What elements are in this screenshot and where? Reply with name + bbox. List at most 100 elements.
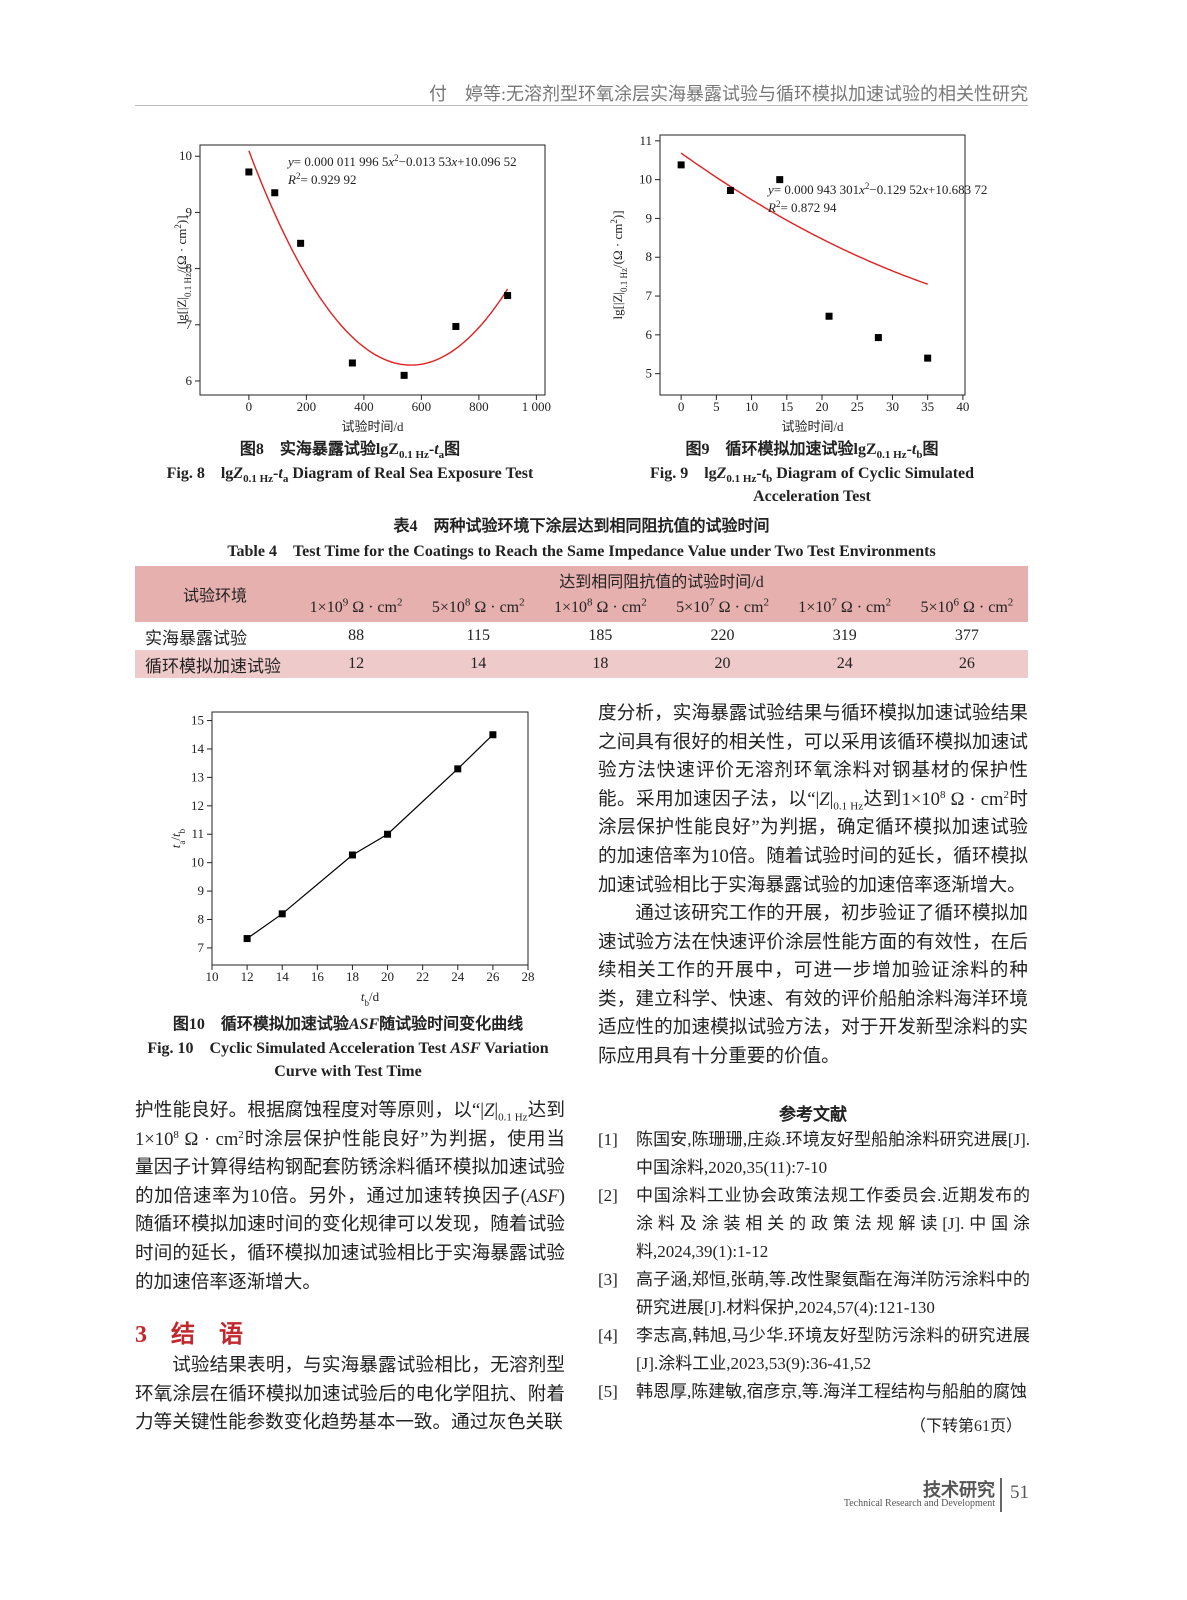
paragraph: 试验结果表明，与实海暴露试验相比，无溶剂型环氧涂层在循环模拟加速试验后的电化学阻…: [135, 1352, 565, 1438]
figure-caption-cn: 图8 实海暴露试验lgZ0.1 Hz-ta图: [130, 438, 570, 461]
text-run: Ω · cm: [178, 1128, 239, 1150]
y-tick-label: 7: [186, 317, 193, 332]
x-tick-label: 18: [346, 969, 359, 984]
x-tick-label: 14: [276, 969, 290, 984]
text-run: Z: [388, 441, 399, 458]
text-run: b: [916, 449, 923, 462]
text-run: Z: [233, 465, 244, 482]
text-run: 2: [519, 596, 525, 609]
text-run: b: [766, 473, 773, 486]
text-run: 2: [296, 171, 301, 181]
y-tick-label: 5: [646, 366, 653, 381]
paragraph: 通过该研究工作的开展，初步验证了循环模拟加速试验方法在快速评价涂层性能方面的有效…: [598, 900, 1028, 1072]
text-run: 8: [464, 596, 471, 609]
reference: [1] 陈国安,陈珊珊,庄焱.环境友好型船舶涂料研究进展[J].中国涂料,2020…: [598, 1126, 1030, 1182]
y-tick-label: 8: [198, 912, 205, 927]
text-run: 5×10: [676, 599, 710, 616]
table-cell: 319: [832, 627, 857, 644]
y-tick-label: 11: [639, 133, 652, 148]
x-tick-label: 600: [412, 399, 432, 414]
x-tick-label: 0: [246, 399, 253, 414]
text-run: ASF: [450, 1040, 481, 1057]
table-cell: 88: [348, 627, 365, 644]
y-axis-label: ta/tb: [168, 828, 187, 848]
plot-frame: [199, 144, 546, 396]
text-run: Fig. 10 Cyclic Simulated Acceleration Te…: [147, 1040, 451, 1057]
y-tick-label: 9: [646, 210, 653, 225]
text-run: Ω · cm: [470, 599, 520, 616]
table-header-row: 试验环境 达到相同阻抗值的试验时间/d: [135, 566, 1028, 605]
text-run: t: [168, 844, 183, 848]
table-cell: 24: [836, 655, 853, 672]
continued-note: （下转第61页）: [909, 1418, 1022, 1435]
text-run: 9: [342, 596, 349, 609]
table: 试验环境 达到相同阻抗值的试验时间/d 1×109 Ω · cm2 5×108 Ω ·…: [135, 566, 1028, 678]
text-run: 试验时间/d: [341, 419, 404, 434]
reference: [3] 高子涵,郑恒,张萌,等.改性聚氨酯在海洋防污涂料中的研究进展[J].材料保…: [598, 1266, 1030, 1322]
text-run: 时涂层保护性能良好”为判据，确定循环模拟加速试验的加速倍率为10倍。随着试验时间…: [598, 788, 1028, 896]
point: [504, 292, 512, 300]
x-tick-label: 16: [311, 969, 325, 984]
reference: [2] 中国涂料工业协会政策法规工作委员会.近期发布的涂料及涂装相关的政策法规解读…: [598, 1182, 1030, 1266]
reference-text: 韩恩厚,陈建敏,宿彦京,等.海洋工程结构与船舶的腐蚀: [636, 1382, 1027, 1401]
table-header-cell: 1×108 Ω · cm2: [539, 594, 661, 622]
text-run: )]: [174, 215, 189, 224]
x-tick-label: 12: [241, 969, 254, 984]
text-run: 度分析，实海暴露试验结果与循环模拟加速试验结果之间具有很好的相关性，可以采用该循…: [598, 703, 1028, 810]
footer-bar: [1000, 1478, 1002, 1512]
y-tick-label: 6: [646, 327, 653, 342]
running-title: 付 婷等:无溶剂型环氧涂层实海暴露试验与循环模拟加速试验的相关性研究: [429, 84, 1028, 104]
reference-label: [5]: [598, 1382, 618, 1401]
point: [297, 239, 305, 247]
x-tick-label: 15: [780, 399, 793, 414]
text-run: −0.013 53: [399, 154, 452, 169]
table-cell: 377: [954, 627, 979, 644]
point: [243, 935, 251, 943]
text-run: y: [766, 182, 774, 197]
text-run: 2: [396, 596, 403, 609]
x-tick-label: 40: [956, 399, 969, 414]
text-run: 2: [238, 1128, 244, 1141]
x-tick-label: 1 000: [522, 399, 551, 414]
text-run: 2: [1003, 788, 1009, 801]
reference: [5] 韩恩厚,陈建敏,宿彦京,等.海洋工程结构与船舶的腐蚀: [598, 1378, 1030, 1406]
text-run: 5×10: [431, 599, 465, 616]
x-tick-label: 35: [921, 399, 934, 414]
text-run: b: [177, 828, 187, 833]
point: [726, 186, 734, 194]
table-cell: 115: [466, 627, 490, 644]
text-run: a: [438, 449, 445, 462]
text-run: |: [829, 788, 834, 810]
text-run: 2: [394, 153, 399, 163]
x-tick-label: 0: [678, 399, 685, 414]
text-run: Fig. 9 lg: [649, 465, 717, 482]
text-run: +10.683 72: [928, 182, 987, 197]
point: [400, 371, 408, 379]
text-run: +10.096 52: [457, 154, 516, 169]
reference-label: [3]: [598, 1270, 618, 1289]
y-tick-label: 12: [191, 798, 204, 813]
text-run: t: [278, 465, 283, 482]
text-run: ASF: [526, 1185, 559, 1207]
table-header-cell: 1×107 Ω · cm2: [784, 594, 906, 622]
text-run: Ω · cm: [714, 599, 764, 616]
paragraph: 护性能良好。根据腐蚀程度对等原则，以“|Z|0.1 Hz达到1×108 Ω · …: [135, 1097, 565, 1297]
table-cell: 26: [958, 655, 975, 672]
y-tick-label: 8: [186, 261, 193, 276]
section-heading: 3 结 语: [135, 1322, 243, 1348]
text-run: y: [286, 154, 294, 169]
point: [489, 731, 497, 739]
paragraph: 度分析，实海暴露试验结果与循环模拟加速试验结果之间具有很好的相关性，可以采用该循…: [598, 700, 1028, 900]
references: [1] 陈国安,陈珊珊,庄焱.环境友好型船舶涂料研究进展[J].中国涂料,2020…: [598, 1126, 1030, 1406]
text-run: 5×10: [920, 599, 954, 616]
text-run: Z: [819, 788, 830, 810]
footer-section-en: Technical Research and Development: [843, 1498, 995, 1509]
table-cell: 185: [588, 627, 613, 644]
text-run: 试验时间/d: [781, 419, 844, 434]
x-tick-label: 26: [486, 969, 500, 984]
text-run: /(Ω · cm: [610, 224, 625, 268]
x-tick-label: 20: [381, 969, 394, 984]
text-run: Diagram of Real Sea Exposure Test: [288, 465, 534, 482]
table-header-cell: 5×108 Ω · cm2: [417, 594, 539, 622]
text-run: Z: [865, 441, 877, 458]
